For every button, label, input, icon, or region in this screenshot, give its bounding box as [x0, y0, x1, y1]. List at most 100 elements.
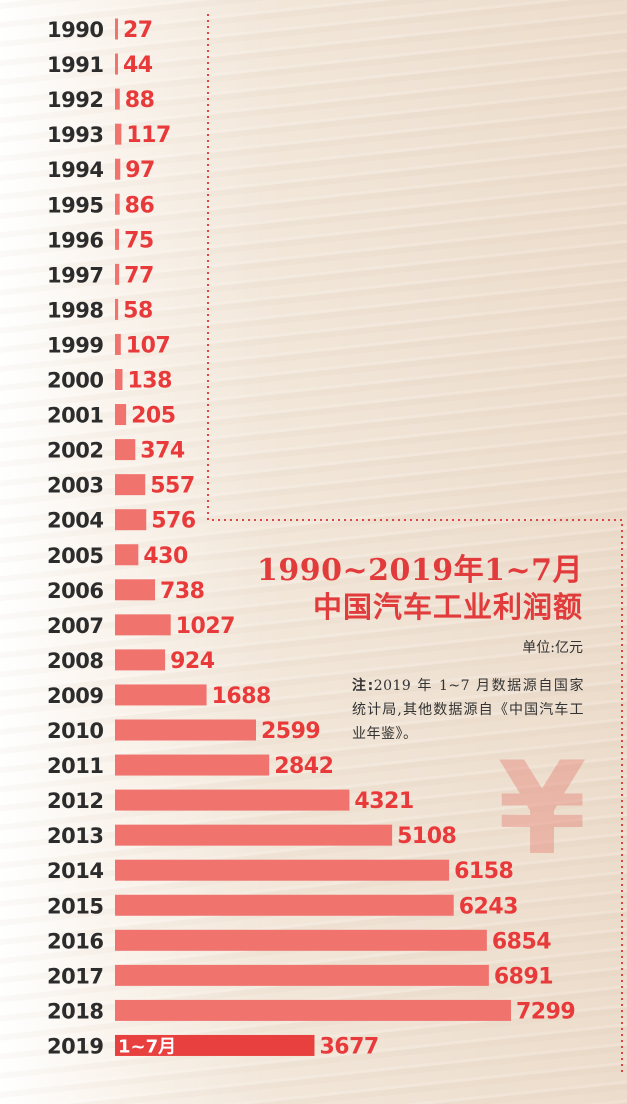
year-label: 2010 — [47, 719, 103, 743]
bar — [115, 439, 136, 461]
year-label: 2009 — [47, 684, 103, 708]
value-label: 4321 — [354, 789, 413, 814]
value-label: 58 — [123, 298, 153, 323]
note-text: 2019 年 1~7 月数据源自国家统计局,其他数据源自《中国汽车工业年鉴》。 — [352, 678, 584, 742]
value-label: 205 — [131, 404, 175, 429]
year-label: 2013 — [47, 824, 103, 848]
bar — [115, 263, 120, 285]
bar — [115, 964, 489, 986]
year-label: 2003 — [47, 474, 103, 498]
source-note: 注:2019 年 1~7 月数据源自国家统计局,其他数据源自《中国汽车工业年鉴》… — [352, 674, 584, 746]
value-label: 97 — [125, 158, 155, 183]
year-label: 2014 — [47, 859, 103, 883]
bar — [115, 929, 487, 951]
year-label: 2002 — [47, 439, 103, 463]
value-label: 2842 — [274, 754, 333, 779]
value-label: 738 — [160, 579, 204, 604]
note-label: 注: — [352, 678, 374, 694]
year-label: 2001 — [47, 404, 103, 428]
year-label: 2008 — [47, 649, 103, 673]
value-label: 6854 — [492, 929, 551, 954]
value-label: 2599 — [261, 719, 320, 744]
yen-icon: ¥ — [497, 735, 587, 884]
value-label: 77 — [124, 263, 154, 288]
chart-title-line2: 中国汽车工业利润额 — [312, 590, 583, 624]
value-label: 6243 — [459, 894, 518, 919]
year-label: 1993 — [47, 123, 103, 147]
year-label: 1991 — [47, 53, 103, 77]
bar — [115, 719, 257, 741]
value-label: 27 — [123, 18, 153, 43]
value-label: 3677 — [319, 1034, 378, 1059]
chart-title: 1990~2019年1~7月 中国汽车工业利润额 — [163, 553, 583, 625]
unit-label: 单位:亿元 — [522, 640, 583, 656]
bar — [115, 614, 171, 636]
bar — [115, 474, 146, 496]
value-label: 1688 — [212, 684, 271, 709]
year-label: 1994 — [47, 158, 103, 182]
value-label: 1027 — [176, 614, 235, 639]
year-label: 2012 — [47, 789, 103, 813]
value-label: 117 — [126, 123, 170, 148]
bar — [115, 509, 147, 531]
year-label: 2005 — [47, 544, 103, 568]
year-label: 2015 — [47, 894, 103, 918]
bar — [115, 579, 156, 601]
value-label: 924 — [170, 649, 215, 674]
year-label: 2007 — [47, 614, 103, 638]
bar — [115, 53, 118, 75]
year-label: 1995 — [47, 193, 103, 217]
value-label: 107 — [126, 333, 170, 358]
value-label: 138 — [127, 369, 171, 394]
value-label: 86 — [125, 193, 155, 218]
year-label: 1996 — [47, 228, 103, 252]
bar — [115, 789, 350, 811]
year-label: 1999 — [47, 333, 103, 357]
bar — [115, 684, 207, 706]
bar — [115, 369, 123, 390]
year-label: 1998 — [47, 298, 103, 322]
year-label: 1990 — [47, 18, 103, 42]
bar — [115, 544, 139, 566]
year-label: 2017 — [47, 964, 103, 988]
value-label: 88 — [125, 88, 155, 113]
value-label: 430 — [143, 544, 188, 569]
value-label: 7299 — [516, 999, 575, 1024]
bar — [115, 193, 120, 215]
bar — [115, 894, 454, 916]
bar — [115, 999, 511, 1021]
bar — [115, 18, 118, 40]
value-label: 5108 — [397, 824, 456, 849]
year-label: 2004 — [47, 509, 103, 533]
year-label: 2016 — [47, 929, 103, 953]
value-label: 6891 — [494, 964, 553, 989]
bar — [115, 824, 393, 846]
value-label: 374 — [140, 439, 185, 464]
bar — [115, 754, 270, 776]
year-label: 2019 — [47, 1034, 103, 1058]
bar — [115, 649, 166, 671]
value-label: 44 — [123, 53, 153, 78]
year-label: 2018 — [47, 999, 103, 1023]
bar-inner-label: 1~7月 — [118, 1036, 176, 1057]
value-label: 576 — [151, 509, 196, 534]
bar — [115, 298, 119, 320]
year-label: 1992 — [47, 88, 103, 112]
value-label: 557 — [150, 474, 194, 499]
year-label: 2000 — [47, 369, 103, 393]
year-label: 2011 — [47, 754, 103, 778]
bars-group: 1990 27 1991 44 1992 88 1993 117 1994 97 1995 86 199… — [47, 18, 576, 1059]
bar — [115, 88, 120, 110]
bar — [115, 404, 127, 426]
year-label: 2006 — [47, 579, 103, 603]
bar — [115, 158, 121, 180]
bar — [115, 859, 450, 881]
bar — [115, 1034, 315, 1056]
bar — [115, 228, 120, 250]
bar — [115, 333, 121, 355]
year-label: 1997 — [47, 263, 103, 287]
chart-title-line1: 1990~2019年1~7月 — [256, 553, 583, 588]
dotted-guide-line — [207, 14, 623, 1075]
bar — [115, 123, 122, 145]
